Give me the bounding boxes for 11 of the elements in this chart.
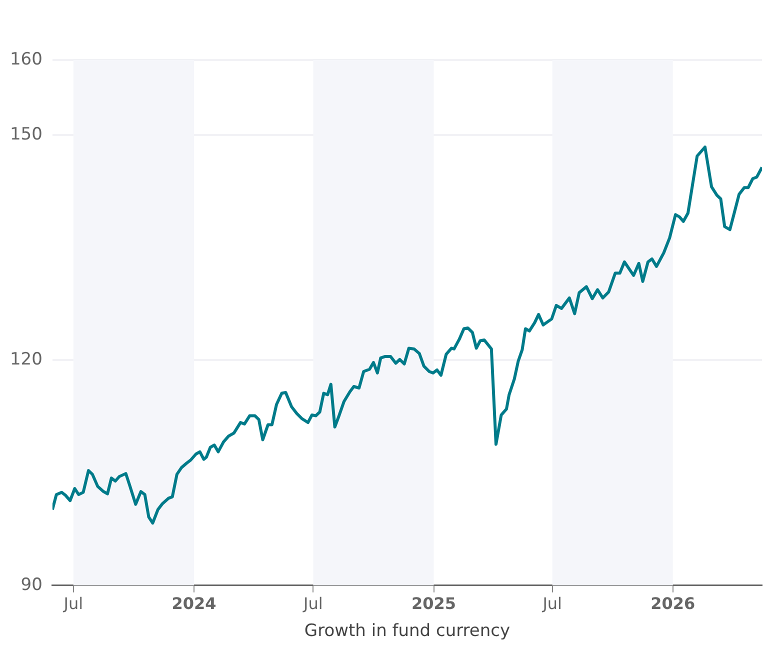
x-tick-label: 2024 — [172, 594, 216, 614]
x-tick-label: Jul — [542, 594, 562, 614]
x-axis-title: Growth in fund currency — [304, 621, 510, 642]
y-tick-label: 150 — [10, 124, 42, 144]
y-tick-label: 120 — [10, 350, 42, 370]
y-tick-label: 160 — [10, 49, 42, 70]
x-tick-label: 2025 — [411, 594, 456, 614]
x-tick-label: 2026 — [650, 594, 696, 614]
y-tick-label: 90 — [20, 574, 42, 595]
x-tick-label: Jul — [302, 594, 323, 614]
x-tick-label: Jul — [62, 594, 84, 614]
